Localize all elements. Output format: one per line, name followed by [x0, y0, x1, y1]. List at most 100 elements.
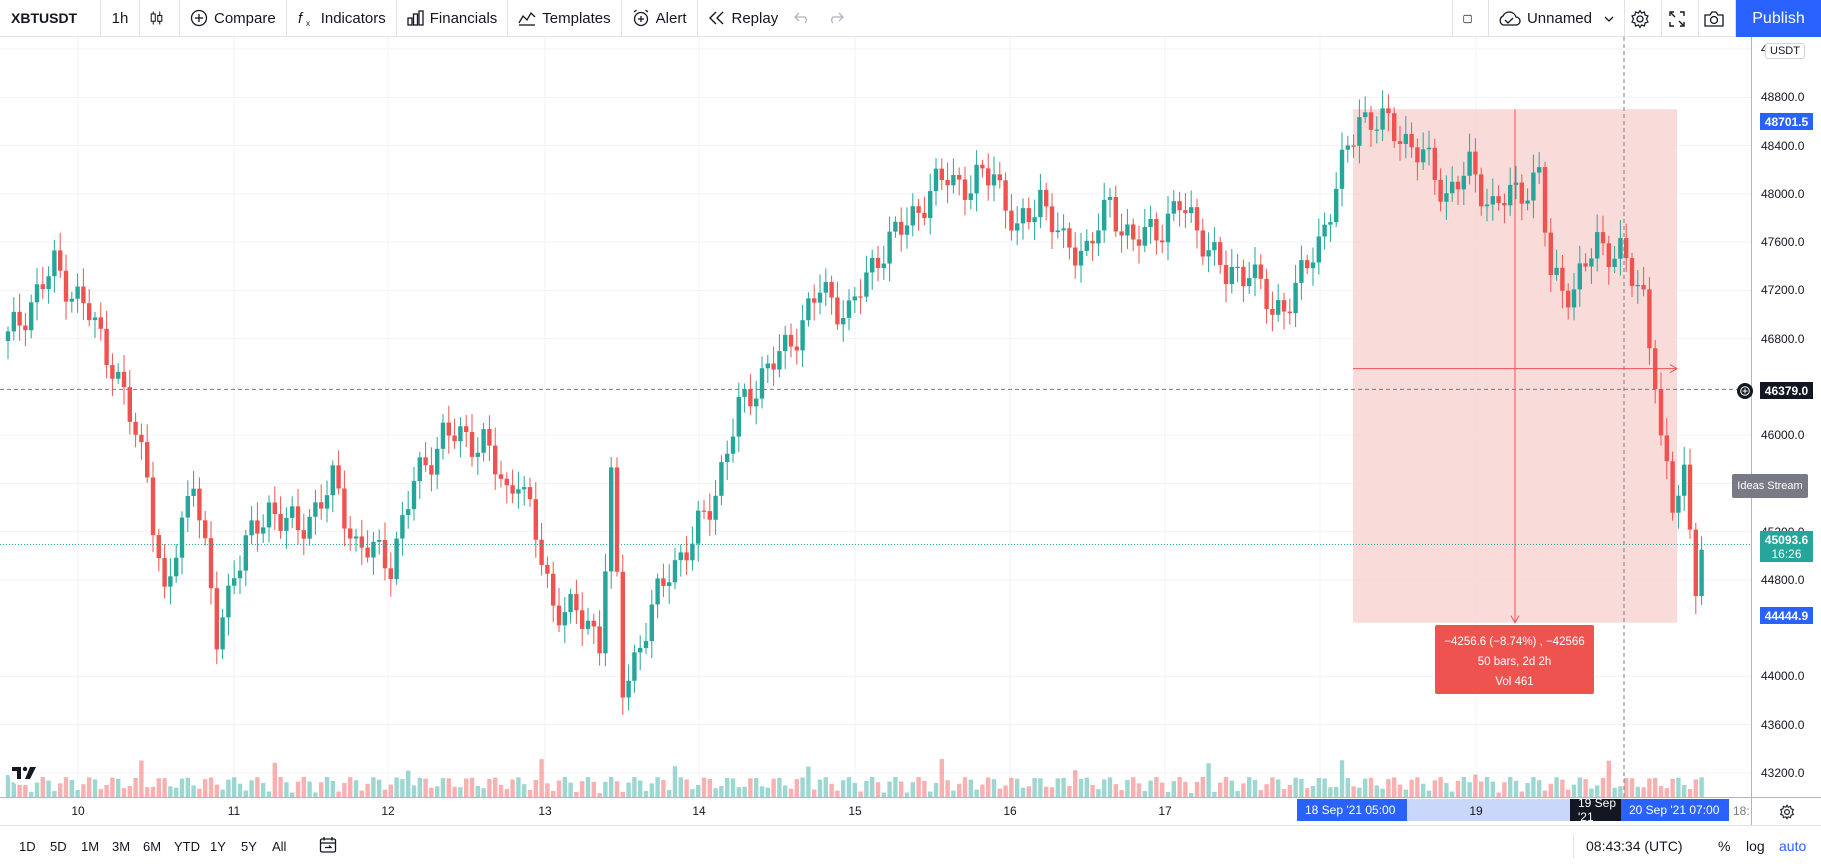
volume-bar — [591, 781, 596, 797]
select-button[interactable] — [1451, 0, 1489, 37]
volume-bar — [365, 783, 370, 797]
price-chart[interactable] — [0, 37, 1751, 797]
auto-scale-button[interactable]: auto — [1779, 838, 1807, 854]
settings-button[interactable] — [1625, 0, 1662, 37]
log-scale-button[interactable]: log — [1746, 838, 1765, 854]
candle-body — [1566, 290, 1571, 308]
volume-bar — [487, 778, 492, 797]
volume-bar — [208, 777, 214, 797]
volume-bar — [1189, 792, 1194, 797]
volume-bar — [957, 783, 962, 797]
volume-bar — [701, 777, 707, 797]
candle-body — [1258, 264, 1263, 279]
candle-body — [1693, 529, 1698, 597]
volume-bar — [1183, 781, 1188, 797]
candle-body — [1455, 181, 1461, 190]
volume-bar — [1699, 777, 1704, 797]
add-alert-button[interactable] — [1737, 383, 1753, 399]
fullscreen-button[interactable] — [1662, 0, 1699, 37]
symbol-search-button[interactable]: XBTUSDT — [0, 0, 101, 37]
compare-button[interactable]: Compare — [180, 0, 287, 37]
interval-button[interactable]: 1h — [101, 0, 140, 37]
time-axis[interactable]: 10 11 12 13 14 15 16 17 19 18 Sep '21 05:00 19 S… — [0, 797, 1751, 825]
volume-bar — [5, 775, 11, 797]
volume-bar — [638, 780, 643, 797]
volume-bar — [1467, 782, 1472, 797]
axis-settings-button[interactable] — [1751, 797, 1821, 825]
templates-button[interactable]: Templates — [508, 0, 622, 37]
range-button-1m[interactable]: 1M — [81, 839, 100, 854]
percent-scale-button[interactable]: % — [1718, 838, 1731, 854]
undo-button[interactable] — [788, 0, 822, 37]
range-button-3m[interactable]: 3M — [112, 839, 131, 854]
candle-body — [812, 298, 817, 303]
range-button-ytd[interactable]: YTD — [174, 839, 200, 854]
volume-bar — [852, 782, 857, 797]
candle-body — [1177, 201, 1182, 211]
candle-body — [742, 389, 747, 397]
volume-bar — [411, 785, 417, 797]
candle-body — [527, 487, 533, 500]
svg-text:f: f — [298, 10, 304, 27]
volume-bar — [1484, 777, 1490, 797]
candle-body — [852, 296, 857, 301]
utc-clock[interactable]: 08:43:34 (UTC) — [1586, 838, 1683, 854]
layout-button[interactable]: Unnamed — [1489, 0, 1625, 37]
candle-body — [400, 515, 405, 539]
volume-bar — [823, 777, 828, 797]
range-button-6m[interactable]: 6M — [143, 839, 162, 854]
volume-bar — [661, 779, 666, 797]
currency-label[interactable]: USDT — [1765, 43, 1805, 59]
chart-type-button[interactable] — [140, 0, 180, 37]
candle-body — [295, 506, 301, 531]
candle-body — [1067, 228, 1072, 248]
candle-body — [237, 570, 243, 579]
price-axis[interactable]: 47200.048800.048400.048000.047600.047200… — [1751, 37, 1821, 798]
range-button-1y[interactable]: 1Y — [210, 839, 226, 854]
range-button-all[interactable]: All — [272, 839, 287, 854]
candle-body — [1647, 289, 1652, 349]
volume-bar — [1583, 779, 1588, 797]
candle-body — [585, 620, 591, 629]
volume-bar — [1548, 783, 1553, 797]
indicators-button[interactable]: f x Indicators — [287, 0, 397, 37]
alert-button[interactable]: Alert — [622, 0, 698, 37]
volume-bar — [1566, 789, 1571, 797]
redo-button[interactable] — [822, 0, 856, 37]
chart-overlays — [0, 37, 1751, 797]
volume-bar — [1380, 788, 1385, 797]
volume-bar — [562, 777, 567, 797]
range-button-5y[interactable]: 5Y — [241, 839, 257, 854]
replay-label: Replay — [731, 9, 779, 27]
volume-bar — [1479, 781, 1484, 797]
range-button-1d[interactable]: 1D — [19, 839, 36, 854]
volume-bar — [52, 791, 57, 797]
volume-bar — [330, 780, 335, 797]
candle-body — [1096, 230, 1101, 244]
snapshot-button[interactable] — [1699, 0, 1736, 37]
candle-body — [1183, 210, 1188, 214]
financials-button[interactable]: Financials — [397, 0, 509, 37]
candle-body — [1624, 238, 1629, 259]
tradingview-logo[interactable] — [9, 761, 39, 785]
candle-body — [881, 263, 886, 269]
volume-bar — [406, 770, 411, 797]
range-button-5d[interactable]: 5D — [50, 839, 67, 854]
go-to-date-button[interactable] — [319, 836, 337, 859]
candle-body — [185, 495, 190, 518]
candle-body — [597, 626, 602, 654]
candle-body — [249, 520, 254, 536]
volume-bar — [1090, 785, 1095, 797]
candle-body — [23, 325, 28, 331]
candle-body — [284, 517, 289, 531]
replay-button[interactable]: Replay — [698, 0, 789, 37]
candle-body — [783, 334, 788, 352]
publish-button[interactable]: Publish — [1736, 0, 1821, 37]
ideas-stream-tab[interactable]: Ideas Stream — [1732, 474, 1808, 498]
volume-bar — [1629, 778, 1635, 797]
candle-body — [1525, 200, 1530, 204]
candle-body — [336, 465, 341, 489]
volume-bar — [191, 785, 196, 797]
candle-body — [1386, 108, 1391, 114]
candle-body — [899, 221, 904, 235]
